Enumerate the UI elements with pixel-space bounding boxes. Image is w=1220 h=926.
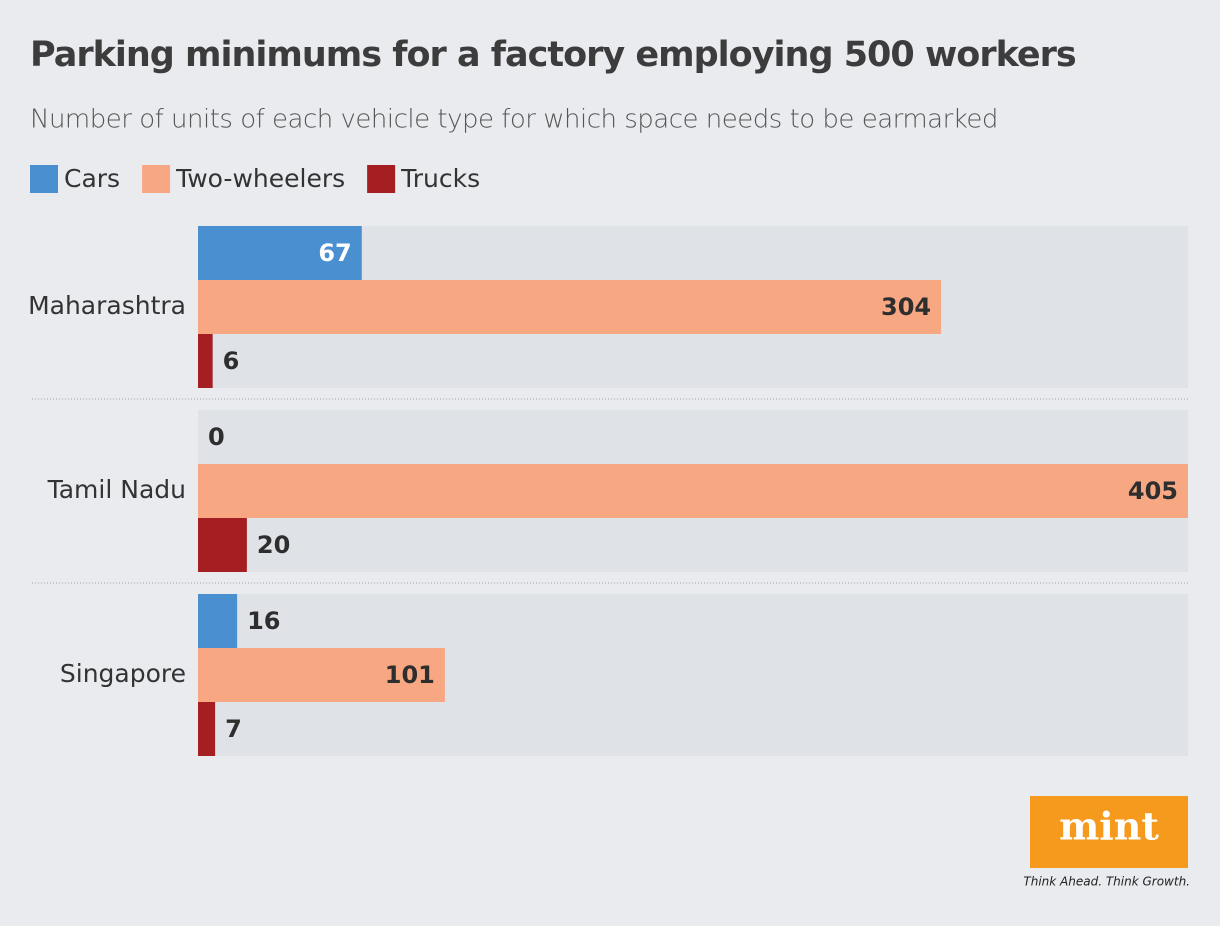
bar bbox=[198, 702, 216, 756]
value-label: 7 bbox=[225, 715, 242, 743]
tagline: Think Ahead. Think Growth. bbox=[1023, 875, 1190, 889]
value-label: 101 bbox=[385, 661, 435, 689]
legend-swatch bbox=[142, 165, 171, 193]
chart-title: Parking minimums for a factory employing… bbox=[30, 35, 1076, 75]
bar bbox=[198, 464, 1188, 518]
value-label: 20 bbox=[257, 531, 290, 559]
bar bbox=[198, 518, 247, 572]
bar bbox=[198, 594, 238, 648]
logo-box bbox=[1030, 796, 1188, 868]
bar bbox=[198, 648, 445, 702]
bar bbox=[198, 280, 942, 334]
legend-label: Cars bbox=[64, 164, 120, 193]
value-label: 304 bbox=[881, 293, 931, 321]
logo: mint bbox=[1059, 804, 1159, 849]
bar bbox=[198, 334, 213, 388]
chart-subtitle: Number of units of each vehicle type for… bbox=[30, 105, 998, 135]
category-label: Tamil Nadu bbox=[47, 475, 186, 504]
bar bbox=[198, 226, 362, 280]
value-label: 0 bbox=[208, 423, 225, 451]
legend-swatch bbox=[30, 165, 58, 193]
category-label: Maharashtra bbox=[28, 291, 186, 320]
value-label: 6 bbox=[223, 347, 240, 375]
value-label: 16 bbox=[247, 607, 280, 635]
legend-label: Two-wheelers bbox=[175, 164, 345, 193]
legend-label: Trucks bbox=[400, 164, 480, 193]
legend-swatch bbox=[367, 165, 396, 193]
category-label: Singapore bbox=[60, 659, 186, 688]
value-label: 67 bbox=[318, 239, 351, 267]
value-label: 405 bbox=[1128, 477, 1178, 505]
